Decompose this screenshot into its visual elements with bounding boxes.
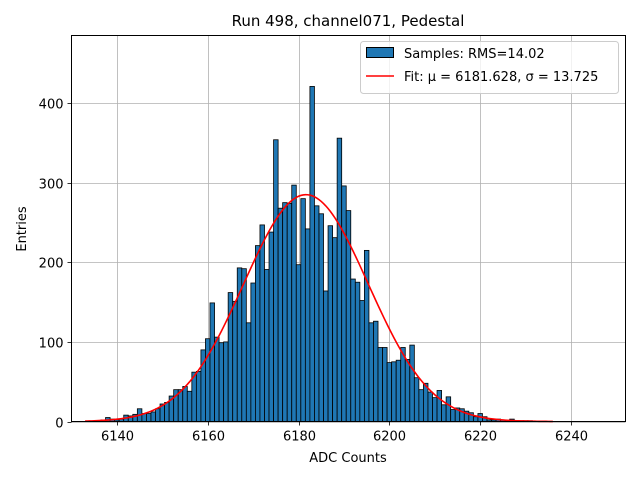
histogram-bar [177,389,184,422]
histogram-bar [368,322,374,422]
histogram-bar [164,401,170,422]
y-tick-label: 400 [39,98,64,113]
histogram-bar [450,409,456,422]
axis-ticks: 6140 6160 6180 6200 6220 6240 0 100 200 300 400 [39,98,588,445]
y-tick-label: 300 [39,178,64,193]
histogram-bar [300,198,306,422]
x-tick-label: 6220 [464,430,497,445]
histogram-bar [309,86,315,422]
histogram-bar [186,390,193,422]
histogram-bar [273,139,279,422]
x-tick-label: 6160 [192,430,225,445]
histogram-bar [264,269,270,422]
histogram-bar [155,408,161,422]
histogram-bar [336,137,343,422]
histogram-bar [436,390,442,422]
histogram-bar [282,202,288,422]
histogram-bar [277,207,284,422]
legend: Samples: RMS=14.02 Fit: μ = 6181.628, σ … [360,41,619,94]
histogram-bar [327,225,334,422]
histogram-bar [314,205,320,422]
x-tick-label: 6200 [373,430,406,445]
chart-title: Run 498, channel071, Pedestal [232,12,465,30]
histogram-bar [218,342,225,422]
histogram-bar [146,413,152,422]
histogram-bar [432,397,438,422]
histogram-bar [418,389,424,422]
histogram-bar [304,228,311,422]
histogram-bar [341,185,347,422]
histogram-bar [445,396,452,422]
histogram-bar [373,320,379,422]
histogram-bar [332,237,338,422]
histogram-bar [400,347,406,422]
x-tick-label: 6140 [101,430,134,445]
histogram-bar [214,336,220,422]
histogram-bar [318,213,324,422]
histogram-bar [191,371,197,422]
histogram-bar [423,382,429,422]
legend-fit-label: Fit: μ = 6181.628, σ = 13.725 [404,70,598,85]
histogram-bar [223,341,229,422]
y-tick-label: 200 [39,257,64,272]
histogram-bar [268,231,274,422]
histogram-bar [382,347,388,422]
histogram-bar [255,245,261,422]
histogram-bar [441,404,447,422]
x-axis-label: ADC Counts [309,451,387,466]
histogram-bar [295,264,302,422]
histogram-bar [427,391,433,422]
histogram-bars [96,86,533,422]
legend-bar-swatch [366,47,394,58]
histogram-bar [232,300,238,422]
histogram-bar [250,282,256,422]
histogram-bar [205,338,211,422]
histogram-bar [209,302,215,422]
y-tick-label: 100 [39,337,64,352]
histogram-bar [150,411,156,422]
histogram-bar [354,281,361,422]
legend-samples-label: Samples: RMS=14.02 [404,47,545,62]
legend-frame [360,41,619,94]
histogram-bar [404,359,411,422]
histogram-bar [413,377,420,422]
histogram-bar [409,344,415,422]
histogram-bar [241,268,247,422]
histogram-bar [182,386,188,422]
plot-frame [71,35,626,422]
histogram-bar [259,224,265,422]
histogram-bar [386,362,393,422]
histogram-bar [323,290,329,422]
histogram-bar [350,278,356,422]
y-axis-label: Entries [15,206,30,252]
y-tick-label: 0 [55,417,63,432]
histogram-bar [291,184,297,422]
gaussian-fit-curve [85,193,553,423]
histogram-bar [245,322,252,422]
histogram-bar [395,359,402,422]
fit-curve-layer [85,193,553,423]
histogram-bar [195,370,202,422]
x-tick-label: 6240 [555,430,588,445]
histogram-bar [286,203,293,422]
x-tick-label: 6180 [283,430,316,445]
histogram-bar [391,361,397,422]
histogram-bar [377,347,383,422]
grid [71,35,626,423]
histogram-bar [472,416,479,422]
histogram-bar [359,300,365,422]
